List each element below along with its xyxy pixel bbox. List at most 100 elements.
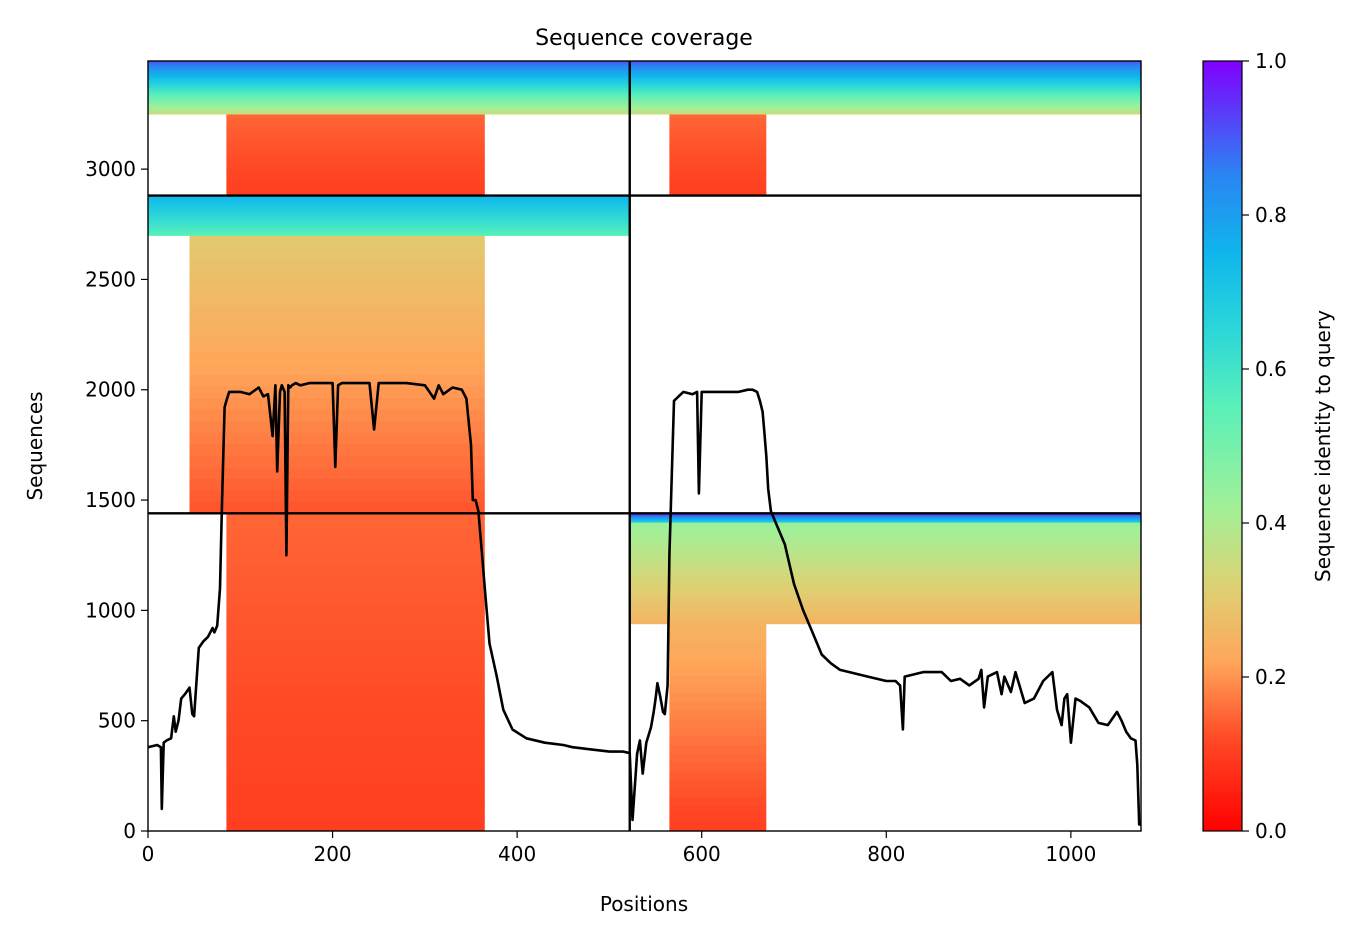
coverage-band: [148, 197, 630, 200]
coverage-band: [148, 215, 630, 218]
x-tick-label: 400: [498, 842, 536, 866]
y-tick-label: 2000: [85, 378, 136, 402]
coverage-band: [669, 632, 767, 642]
coverage-band: [226, 141, 485, 146]
coverage-band: [669, 188, 767, 193]
coverage-band: [189, 281, 485, 294]
x-axis-label: Positions: [600, 892, 688, 916]
coverage-band: [148, 72, 1141, 75]
coverage-band: [226, 632, 485, 647]
coverage-band: [669, 779, 767, 789]
colorbar-tick-label: 0.4: [1255, 511, 1287, 535]
coverage-line: [148, 381, 1141, 826]
coverage-band: [148, 89, 1141, 93]
coverage-band: [669, 131, 767, 135]
coverage-band: [148, 65, 1141, 69]
colorbar-tick-label: 0.0: [1255, 819, 1287, 843]
coverage-band: [226, 192, 485, 197]
y-tick-label: 1500: [85, 488, 136, 512]
coverage-band: [226, 658, 485, 673]
coverage-band: [148, 230, 630, 233]
chart-title: Sequence coverage: [535, 26, 753, 51]
coverage-band: [226, 553, 485, 567]
y-tick-label: 500: [98, 709, 136, 733]
coverage-band: [226, 131, 485, 135]
coverage-band: [629, 582, 1141, 588]
coverage-band: [148, 218, 630, 222]
coverage-band: [148, 203, 630, 207]
y-tick-label: 1000: [85, 598, 136, 622]
coverage-band: [148, 83, 1141, 86]
coverage-band: [148, 222, 630, 225]
coverage-band: [226, 791, 485, 806]
coverage-band: [189, 339, 485, 352]
coverage-band: [148, 208, 630, 212]
coverage-band: [226, 154, 485, 159]
coverage-band: [148, 63, 1141, 66]
coverage-band: [226, 526, 485, 541]
coverage-band: [226, 188, 485, 193]
coverage-band: [669, 666, 767, 676]
coverage-band: [669, 158, 767, 163]
coverage-band: [629, 596, 1141, 602]
coverage-band: [669, 727, 767, 737]
coverage-band: [148, 80, 1141, 84]
coverage-band: [669, 692, 767, 702]
coverage-band: [226, 165, 485, 169]
coverage-band: [669, 675, 767, 685]
coverage-band: [148, 212, 630, 215]
coverage-band: [669, 175, 767, 180]
coverage-band: [226, 124, 485, 129]
y-axis-ticks: 0 500 1000 1500 2000 2500 3000: [85, 157, 148, 843]
coverage-band: [669, 154, 767, 159]
coverage-band: [226, 764, 485, 779]
coverage-band: [226, 178, 485, 183]
coverage-band: [629, 522, 1141, 528]
coverage-band: [226, 137, 485, 142]
coverage-band: [629, 609, 1141, 615]
coverage-band: [629, 573, 1141, 579]
coverage-band: [148, 69, 1141, 73]
coverage-band: [669, 127, 767, 132]
coverage-band: [669, 787, 767, 797]
coverage-band: [629, 600, 1141, 606]
coverage-band: [669, 120, 767, 125]
coverage-band: [669, 117, 767, 122]
colorbar-label: Sequence identity to query: [1311, 310, 1335, 582]
coverage-band: [189, 258, 485, 271]
coverage-band: [226, 817, 485, 831]
coverage-band: [148, 105, 1141, 108]
coverage-band: [189, 490, 485, 503]
x-axis-ticks: 0 200 400 600 800 1000: [142, 831, 1096, 866]
coverage-band: [629, 563, 1141, 570]
coverage-band: [189, 351, 485, 364]
coverage-band: [669, 710, 767, 720]
coverage-band: [148, 61, 1141, 64]
coverage-band: [629, 550, 1141, 556]
coverage-band: [148, 91, 1141, 95]
coverage-band: [226, 738, 485, 753]
coverage-band: [148, 217, 630, 220]
coverage-band: [669, 192, 767, 197]
coverage-band: [669, 813, 767, 823]
coverage-band: [669, 141, 767, 146]
coverage-band: [669, 185, 767, 190]
coverage-band: [669, 151, 767, 156]
coverage-band: [669, 718, 767, 728]
coverage-band: [148, 232, 630, 235]
coverage-band: [226, 592, 485, 607]
coverage-band: [189, 246, 485, 260]
x-tick-label: 600: [683, 842, 721, 866]
coverage-band: [148, 67, 1141, 71]
coverage-band: [669, 640, 767, 651]
coverage-band: [226, 619, 485, 633]
coverage-band: [669, 124, 767, 129]
coverage-band: [669, 701, 767, 711]
coverage-band: [148, 228, 630, 231]
x-tick-label: 800: [867, 842, 905, 866]
coverage-band: [669, 822, 767, 831]
coverage-band: [669, 735, 767, 746]
coverage-band: [669, 649, 767, 659]
coverage-band: [189, 235, 485, 248]
coverage-band: [226, 579, 485, 594]
